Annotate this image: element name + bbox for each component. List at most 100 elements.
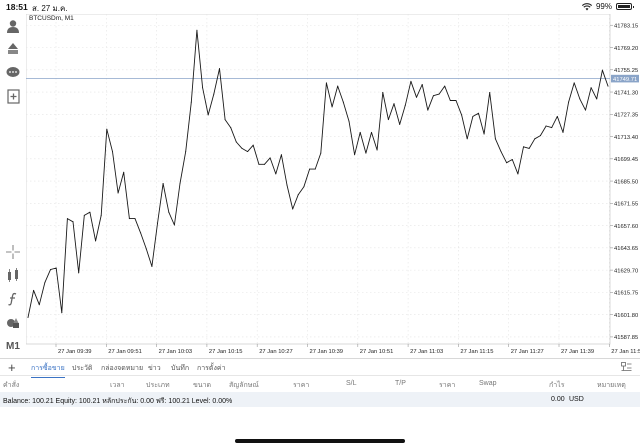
one-click-trade-icon[interactable]	[3, 38, 23, 58]
timeframe-selector[interactable]: M1	[6, 340, 20, 352]
price-point	[359, 131, 361, 133]
price-point	[382, 92, 384, 94]
y-tick-label: 41657.60	[614, 224, 638, 230]
price-point	[562, 131, 564, 133]
price-point	[196, 29, 198, 31]
price-point	[280, 154, 282, 156]
currency-label: USD	[569, 396, 584, 403]
price-point	[286, 184, 288, 186]
price-point	[78, 272, 80, 274]
price-point	[190, 101, 192, 103]
price-point	[354, 154, 356, 156]
price-point	[410, 80, 412, 82]
price-point	[230, 127, 232, 129]
terminal-menu-icon[interactable]	[621, 362, 632, 372]
y-tick-label: 41615.75	[614, 291, 638, 297]
current-price-label: 41749.71	[613, 77, 637, 83]
tab-mailbox[interactable]: กล่องจดหมาย	[101, 365, 144, 372]
price-point	[489, 92, 491, 94]
price-point	[140, 232, 142, 234]
indicators-icon[interactable]	[3, 265, 23, 285]
price-point	[551, 127, 553, 129]
price-point	[218, 68, 220, 70]
y-tick-label: 41699.45	[614, 157, 638, 163]
y-tick-label: 41601.80	[614, 313, 638, 319]
function-icon[interactable]	[3, 289, 23, 309]
y-tick-label: 41643.65	[614, 246, 638, 252]
price-point	[511, 159, 513, 161]
price-point	[38, 304, 40, 306]
price-point	[348, 120, 350, 122]
chart-canvas[interactable]: 41749.71 41783.15 41769.20 41755.25 41741.3…	[26, 14, 640, 360]
price-point	[252, 144, 254, 146]
tab-news[interactable]: ข่าว	[148, 365, 161, 372]
tab-settings[interactable]: การตั้งค่า	[197, 365, 226, 372]
price-point	[241, 147, 243, 149]
price-point	[472, 115, 474, 117]
y-tick-label: 41587.85	[614, 335, 638, 341]
price-point	[601, 69, 603, 71]
price-point	[337, 85, 339, 87]
price-point	[506, 162, 508, 164]
price-point	[590, 87, 592, 89]
series-layer	[27, 29, 609, 319]
x-tick-label: 27 Jan 10:03	[159, 349, 193, 355]
price-point	[303, 186, 305, 188]
price-point	[325, 82, 327, 84]
tab-history[interactable]: ประวัติ	[72, 365, 93, 372]
balance-summary: Balance: 100.21 Equity: 100.21 หลักประกั…	[3, 398, 233, 405]
current-price-tag	[611, 74, 639, 83]
price-point	[157, 222, 159, 224]
add-order-button[interactable]: +	[8, 360, 16, 375]
x-tick-label: 27 Jan 10:51	[360, 349, 394, 355]
chat-icon[interactable]	[3, 62, 23, 82]
price-point	[573, 82, 575, 84]
y-tick-label: 41783.15	[614, 24, 638, 30]
price-point	[44, 281, 46, 283]
battery-percent: 99%	[595, 2, 612, 11]
status-time: 18:51	[6, 2, 28, 12]
price-point	[50, 269, 52, 271]
price-point	[568, 101, 570, 103]
trader-icon[interactable]	[3, 16, 23, 36]
price-point	[128, 218, 130, 220]
y-tick-label: 41713.40	[614, 135, 638, 141]
price-point	[95, 240, 97, 242]
x-tick-label: 27 Jan 11:15	[460, 349, 493, 355]
price-point	[145, 248, 147, 250]
tab-trade[interactable]: การซื้อขาย	[31, 365, 65, 378]
price-point	[55, 267, 57, 269]
x-tick-label: 27 Jan 11:39	[561, 349, 594, 355]
crosshair-icon[interactable]	[3, 242, 23, 262]
price-point	[534, 138, 536, 140]
price-point	[168, 211, 170, 213]
price-point	[297, 194, 299, 196]
column-current-price: ราคา	[439, 382, 456, 389]
column-price: ราคา	[293, 382, 310, 389]
objects-icon[interactable]	[3, 312, 23, 332]
price-point	[500, 151, 502, 153]
price-point	[202, 87, 204, 89]
price-series-line	[27, 29, 609, 318]
price-point	[370, 131, 372, 133]
price-point	[213, 93, 215, 95]
x-tick-label: 27 Jan 09:39	[58, 349, 92, 355]
price-point	[483, 133, 485, 135]
price-point	[393, 103, 395, 105]
status-bar: 18:51 ส. 27 ม.ค. 99%	[0, 0, 640, 14]
column-swap: Swap	[479, 380, 497, 387]
price-point	[33, 289, 35, 291]
x-tick-label: 27 Jan 10:27	[259, 349, 293, 355]
tab-journal[interactable]: บันทึก	[171, 365, 190, 372]
price-point	[584, 109, 586, 111]
price-point	[269, 157, 271, 159]
price-point	[247, 151, 249, 153]
x-tick-label: 27 Jan 11:51	[611, 349, 640, 355]
price-point	[365, 152, 367, 154]
price-chart[interactable]: 41749.71 41783.15 41769.20 41755.25 41741.3…	[26, 14, 640, 360]
add-chart-icon[interactable]	[3, 86, 23, 106]
y-tick-label: 41685.50	[614, 179, 638, 185]
total-profit: 0.00	[551, 396, 565, 403]
price-point	[342, 101, 344, 103]
column-comment: หมายเหตุ	[597, 382, 626, 389]
